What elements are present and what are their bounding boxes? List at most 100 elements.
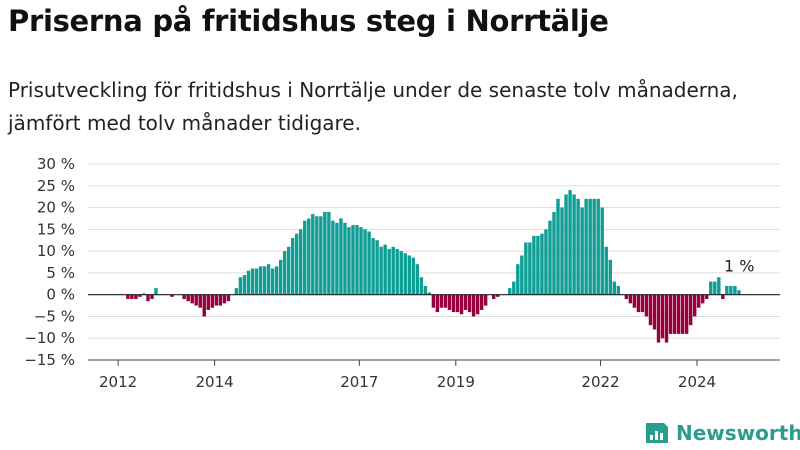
bar — [680, 294, 685, 334]
bar — [684, 294, 689, 334]
bar — [572, 194, 576, 295]
bars-layer — [126, 190, 741, 343]
bar — [347, 227, 351, 295]
bar — [383, 244, 387, 295]
bar — [339, 218, 343, 295]
bar — [644, 294, 649, 317]
bar — [596, 198, 600, 295]
bar — [367, 231, 371, 295]
bar — [399, 251, 403, 295]
bar — [496, 294, 500, 297]
newsworthy-logo-icon — [646, 423, 668, 443]
bar — [266, 264, 271, 295]
bar — [560, 207, 564, 295]
bar — [439, 294, 444, 308]
bar — [307, 218, 311, 295]
bar — [146, 294, 150, 302]
bar — [323, 211, 327, 295]
bar — [359, 227, 363, 295]
bar — [471, 294, 476, 317]
bar — [270, 268, 275, 295]
bar — [238, 277, 243, 295]
bar — [274, 266, 279, 295]
bar — [447, 294, 452, 310]
bar — [290, 238, 295, 295]
bar — [576, 198, 580, 295]
bar — [126, 294, 130, 300]
bar — [311, 214, 315, 295]
bar — [552, 211, 556, 295]
x-tick-label: 2019 — [437, 373, 475, 391]
bar — [343, 222, 347, 295]
bar — [198, 294, 202, 308]
bar — [528, 242, 532, 295]
x-tick-label: 2022 — [581, 373, 619, 391]
bar — [676, 294, 681, 334]
bar — [319, 216, 323, 295]
brand-name: Newsworthy — [676, 421, 800, 445]
bar — [479, 294, 484, 310]
bar — [544, 229, 548, 295]
bar — [222, 294, 227, 304]
bar — [564, 194, 568, 295]
bar — [254, 268, 259, 295]
bar — [130, 294, 134, 300]
bar — [186, 294, 190, 302]
bar — [218, 294, 223, 306]
bar — [138, 294, 142, 297]
bar — [234, 288, 239, 295]
bar — [592, 198, 596, 295]
bar — [616, 285, 621, 295]
bar — [548, 220, 552, 295]
bar — [516, 264, 520, 295]
bar — [532, 235, 536, 295]
bar — [668, 294, 673, 334]
bar — [242, 275, 247, 295]
bar — [435, 294, 440, 313]
bar — [608, 259, 612, 295]
bar — [512, 281, 516, 295]
bar — [335, 222, 339, 295]
bar — [427, 292, 432, 295]
bar — [580, 207, 584, 295]
bar — [431, 294, 436, 308]
y-tick-label: 10 % — [37, 242, 75, 260]
bar — [443, 294, 448, 308]
bar — [737, 290, 741, 295]
y-tick-label: −5 % — [34, 307, 75, 325]
bar — [299, 229, 303, 295]
bar — [475, 294, 480, 315]
bar — [536, 235, 540, 295]
axis-layer: 30 % 25 % 20 % 15 % 10 % 5 % 0 % −5 % −10 % −15 %… — [24, 155, 780, 391]
y-tick-label: 0 % — [46, 286, 75, 304]
bar — [315, 216, 319, 295]
bar — [612, 281, 616, 295]
bar — [154, 288, 158, 295]
bar — [688, 294, 693, 326]
bar — [588, 198, 592, 295]
bar — [467, 294, 472, 313]
bar — [483, 294, 488, 306]
bar — [190, 294, 194, 304]
bar — [705, 294, 709, 300]
last-value-annotation: 1 % — [724, 256, 754, 275]
bar — [624, 294, 629, 300]
bar — [733, 285, 737, 295]
bar — [717, 277, 721, 295]
brand[interactable]: Newsworthy — [644, 419, 800, 447]
bar — [491, 294, 496, 300]
bar — [286, 246, 291, 295]
bar — [226, 294, 231, 302]
bar — [250, 268, 255, 295]
bar — [540, 233, 544, 295]
chart-title: Priserna på fritidshus steg i Norrtälje — [8, 4, 609, 38]
bar — [375, 240, 379, 295]
bar — [150, 294, 154, 300]
bar — [142, 293, 146, 295]
bar — [672, 294, 677, 334]
bar — [636, 294, 641, 313]
bar — [713, 281, 717, 295]
bar — [524, 242, 528, 295]
bar — [407, 255, 411, 295]
bar — [295, 233, 299, 295]
